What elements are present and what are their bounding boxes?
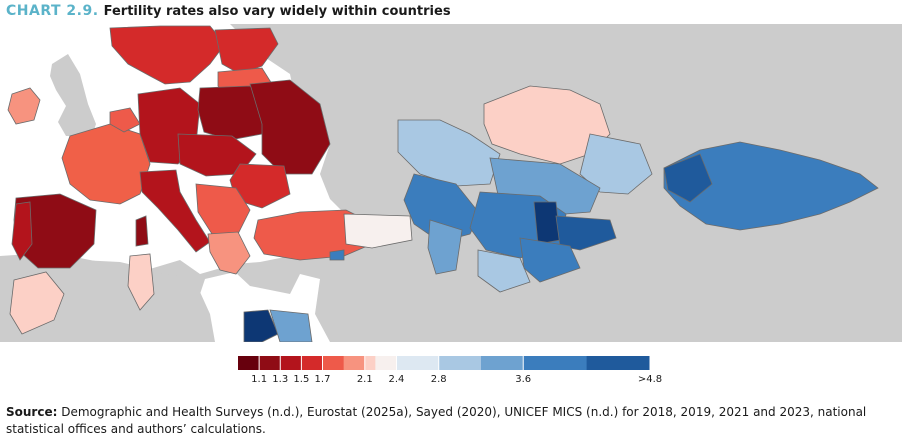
color-legend: 1.1 1.3 1.5 1.7 2.1 2.4 2.8 3.6 >4.8 xyxy=(230,354,670,386)
legend-tick-label: 2.8 xyxy=(431,374,447,385)
legend-color-step xyxy=(259,356,281,370)
map-land-britain xyxy=(50,54,96,136)
region-tajikistan xyxy=(533,201,561,245)
region-ireland xyxy=(7,87,41,125)
map-svg xyxy=(0,24,902,342)
legend-tick-label: 1.7 xyxy=(315,374,331,385)
region-finland-baltic xyxy=(214,27,279,75)
region-mongolia-west xyxy=(663,153,713,203)
region-afghanistan-east xyxy=(519,237,581,283)
legend-color-step xyxy=(375,356,397,370)
region-kazakhstan-west xyxy=(397,119,501,187)
legend-color-step xyxy=(322,356,345,370)
legend-tick-label: 1.5 xyxy=(293,374,309,385)
source-label: Source: xyxy=(6,405,58,419)
region-caspian-west xyxy=(427,219,463,275)
legend-color-step xyxy=(280,356,302,370)
legend-svg: 1.1 1.3 1.5 1.7 2.1 2.4 2.8 3.6 >4.8 xyxy=(238,356,662,385)
legend-color-step xyxy=(438,356,482,370)
legend-color-step xyxy=(301,356,324,370)
region-sardinia xyxy=(135,215,149,247)
region-italy xyxy=(139,169,211,253)
legend-color-step xyxy=(586,356,651,370)
legend-tick-label: 1.3 xyxy=(272,374,288,385)
region-scandinavia xyxy=(109,25,226,85)
europe-regions xyxy=(7,25,413,342)
region-kyrgyzstan xyxy=(555,215,617,251)
region-cyprus xyxy=(329,249,345,261)
chart-title-row: CHART 2.9. Fertility rates also vary wid… xyxy=(6,0,451,20)
region-mongolia xyxy=(663,141,879,231)
legend-color-step xyxy=(396,356,440,370)
region-greece xyxy=(207,231,251,275)
region-portugal xyxy=(11,201,33,261)
legend-tick-label: 2.4 xyxy=(389,374,405,385)
source-note: Source: Demographic and Health Surveys (… xyxy=(6,404,886,438)
region-morocco xyxy=(9,271,65,335)
region-afghanistan-west xyxy=(477,249,531,293)
chart-number-label: CHART 2.9. xyxy=(6,3,99,19)
legend-color-step xyxy=(343,356,366,370)
legend-tick-label: 2.1 xyxy=(357,374,373,385)
region-ukraine-belarus xyxy=(249,79,331,175)
legend-tick-label: >4.8 xyxy=(638,374,662,385)
legend-color-step xyxy=(364,356,376,370)
region-romania xyxy=(229,163,291,209)
choropleth-map xyxy=(0,24,902,342)
legend-tick-label: 3.6 xyxy=(515,374,531,385)
central-asia-regions xyxy=(397,85,879,293)
region-benelux xyxy=(109,107,141,133)
legend-color-step xyxy=(523,356,588,370)
region-turkey xyxy=(253,209,373,261)
chart-title: Fertility rates also vary widely within … xyxy=(103,4,451,19)
region-turkey-southeast xyxy=(343,213,413,249)
legend-color-step xyxy=(480,356,524,370)
legend-tick-label: 1.1 xyxy=(251,374,267,385)
region-kazakhstan-east xyxy=(579,133,653,195)
region-tunisia xyxy=(127,253,155,311)
source-text: Demographic and Health Surveys (n.d.), E… xyxy=(6,405,867,436)
legend-color-step xyxy=(238,356,260,370)
region-egypt-delta xyxy=(269,309,313,342)
region-egypt-nile xyxy=(243,309,279,342)
